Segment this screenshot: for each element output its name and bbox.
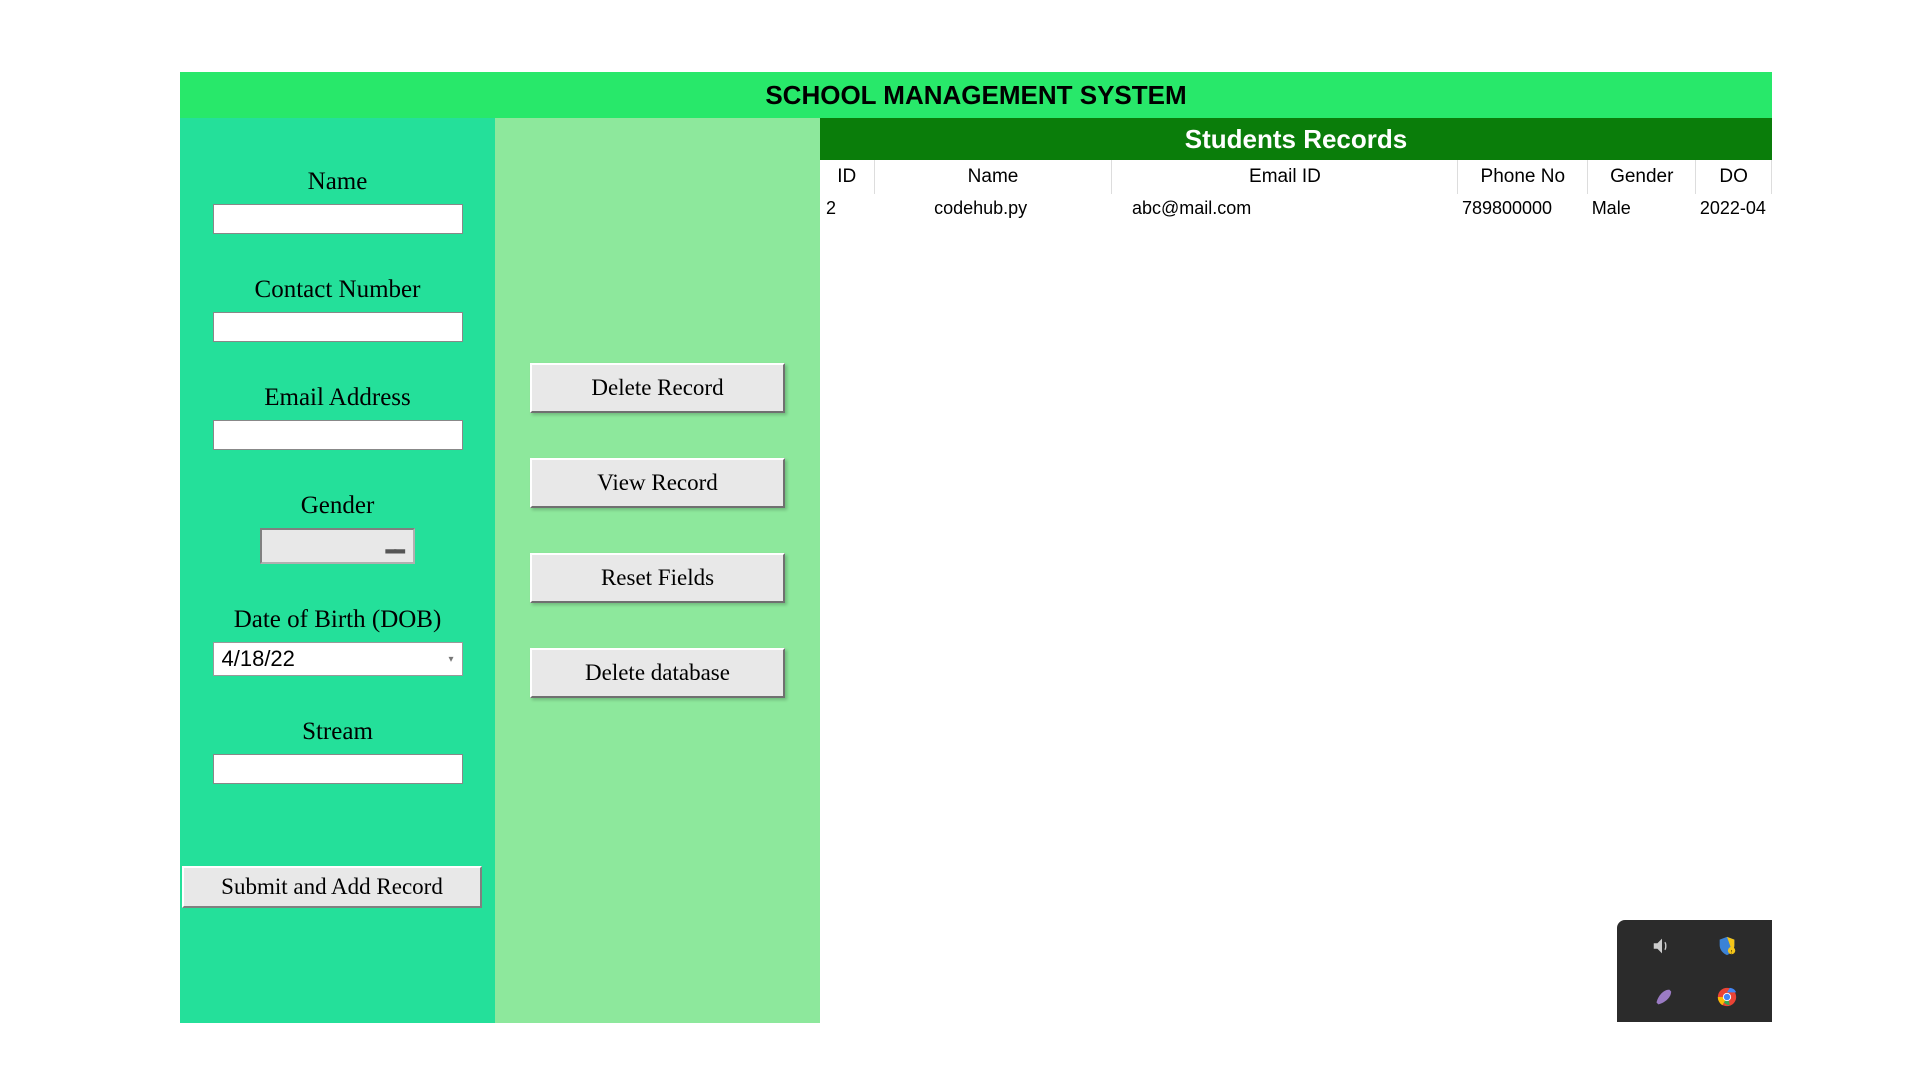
taskbar-row-2 — [1617, 971, 1772, 1022]
col-header-dob[interactable]: DO — [1696, 160, 1772, 194]
delete-record-button[interactable]: Delete Record — [530, 363, 785, 413]
actions-panel: Delete Record View Record Reset Fields D… — [495, 118, 820, 1023]
dropdown-icon: ▂▂ — [385, 538, 403, 555]
cell-gender: Male — [1588, 194, 1696, 223]
dob-value: 4/18/22 — [222, 646, 295, 672]
col-header-name[interactable]: Name — [874, 160, 1112, 194]
email-label: Email Address — [264, 384, 411, 412]
main-area: Name Contact Number Email Address Gender… — [180, 118, 1772, 1023]
field-contact: Contact Number — [213, 276, 463, 342]
sound-icon[interactable] — [1650, 934, 1674, 958]
chrome-icon[interactable] — [1715, 985, 1739, 1009]
gender-label: Gender — [301, 492, 375, 520]
stream-input[interactable] — [213, 754, 463, 784]
app-title: SCHOOL MANAGEMENT SYSTEM — [765, 80, 1186, 111]
table-container: ID Name Email ID Phone No Gender DO 2 co… — [820, 160, 1772, 1023]
col-header-id[interactable]: ID — [820, 160, 874, 194]
table-header-row: ID Name Email ID Phone No Gender DO — [820, 160, 1772, 194]
cell-name: codehub.py — [874, 194, 1112, 223]
contact-input[interactable] — [213, 312, 463, 342]
field-stream: Stream — [213, 718, 463, 784]
name-input[interactable] — [213, 204, 463, 234]
records-panel: Students Records ID Name Email ID Phone … — [820, 118, 1772, 1023]
stream-label: Stream — [302, 718, 373, 746]
field-dob: Date of Birth (DOB) 4/18/22 ▾ — [213, 606, 463, 676]
cell-phone: 789800000 — [1458, 194, 1588, 223]
email-input[interactable] — [213, 420, 463, 450]
name-label: Name — [308, 168, 368, 196]
delete-database-button[interactable]: Delete database — [530, 648, 785, 698]
dob-label: Date of Birth (DOB) — [234, 606, 442, 634]
svg-text:!: ! — [1731, 949, 1733, 955]
chevron-down-icon: ▾ — [448, 654, 453, 665]
col-header-email[interactable]: Email ID — [1112, 160, 1458, 194]
table-row[interactable]: 2 codehub.py abc@mail.com 789800000 Male… — [820, 194, 1772, 223]
cell-email: abc@mail.com — [1112, 194, 1458, 223]
field-name: Name — [213, 168, 463, 234]
gender-select[interactable]: ▂▂ — [260, 528, 415, 564]
records-header: Students Records — [820, 118, 1772, 160]
view-record-button[interactable]: View Record — [530, 458, 785, 508]
records-header-text: Students Records — [1185, 124, 1408, 155]
col-header-gender[interactable]: Gender — [1588, 160, 1696, 194]
cell-dob: 2022-04 — [1696, 194, 1772, 223]
submit-button[interactable]: Submit and Add Record — [182, 866, 482, 908]
taskbar-row-1: ! — [1617, 920, 1772, 971]
records-table: ID Name Email ID Phone No Gender DO 2 co… — [820, 160, 1772, 223]
col-header-phone[interactable]: Phone No — [1458, 160, 1588, 194]
taskbar-fragment: ! — [1617, 920, 1772, 1022]
dob-select[interactable]: 4/18/22 ▾ — [213, 642, 463, 676]
security-shield-icon[interactable]: ! — [1715, 934, 1739, 958]
title-bar: SCHOOL MANAGEMENT SYSTEM — [180, 72, 1772, 118]
field-gender: Gender ▂▂ — [260, 492, 415, 564]
app-window: SCHOOL MANAGEMENT SYSTEM Name Contact Nu… — [180, 72, 1772, 1022]
feather-icon[interactable] — [1650, 985, 1674, 1009]
contact-label: Contact Number — [255, 276, 421, 304]
reset-fields-button[interactable]: Reset Fields — [530, 553, 785, 603]
cell-id: 2 — [820, 194, 874, 223]
field-email: Email Address — [213, 384, 463, 450]
form-panel: Name Contact Number Email Address Gender… — [180, 118, 495, 1023]
